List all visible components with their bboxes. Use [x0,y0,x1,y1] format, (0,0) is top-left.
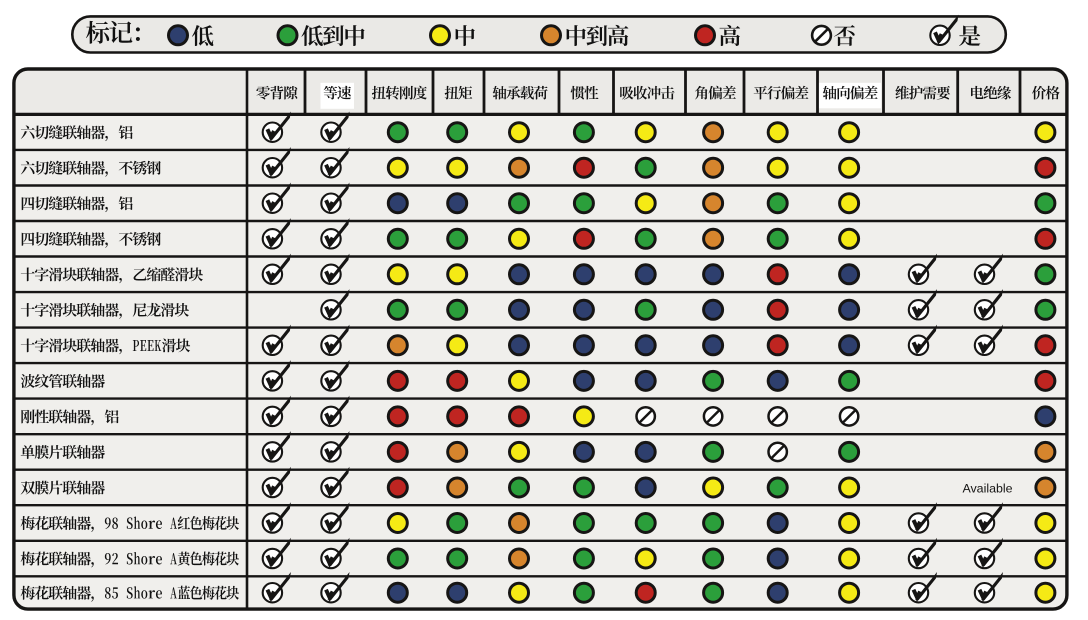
svg-text:Available: Available [962,481,1012,495]
